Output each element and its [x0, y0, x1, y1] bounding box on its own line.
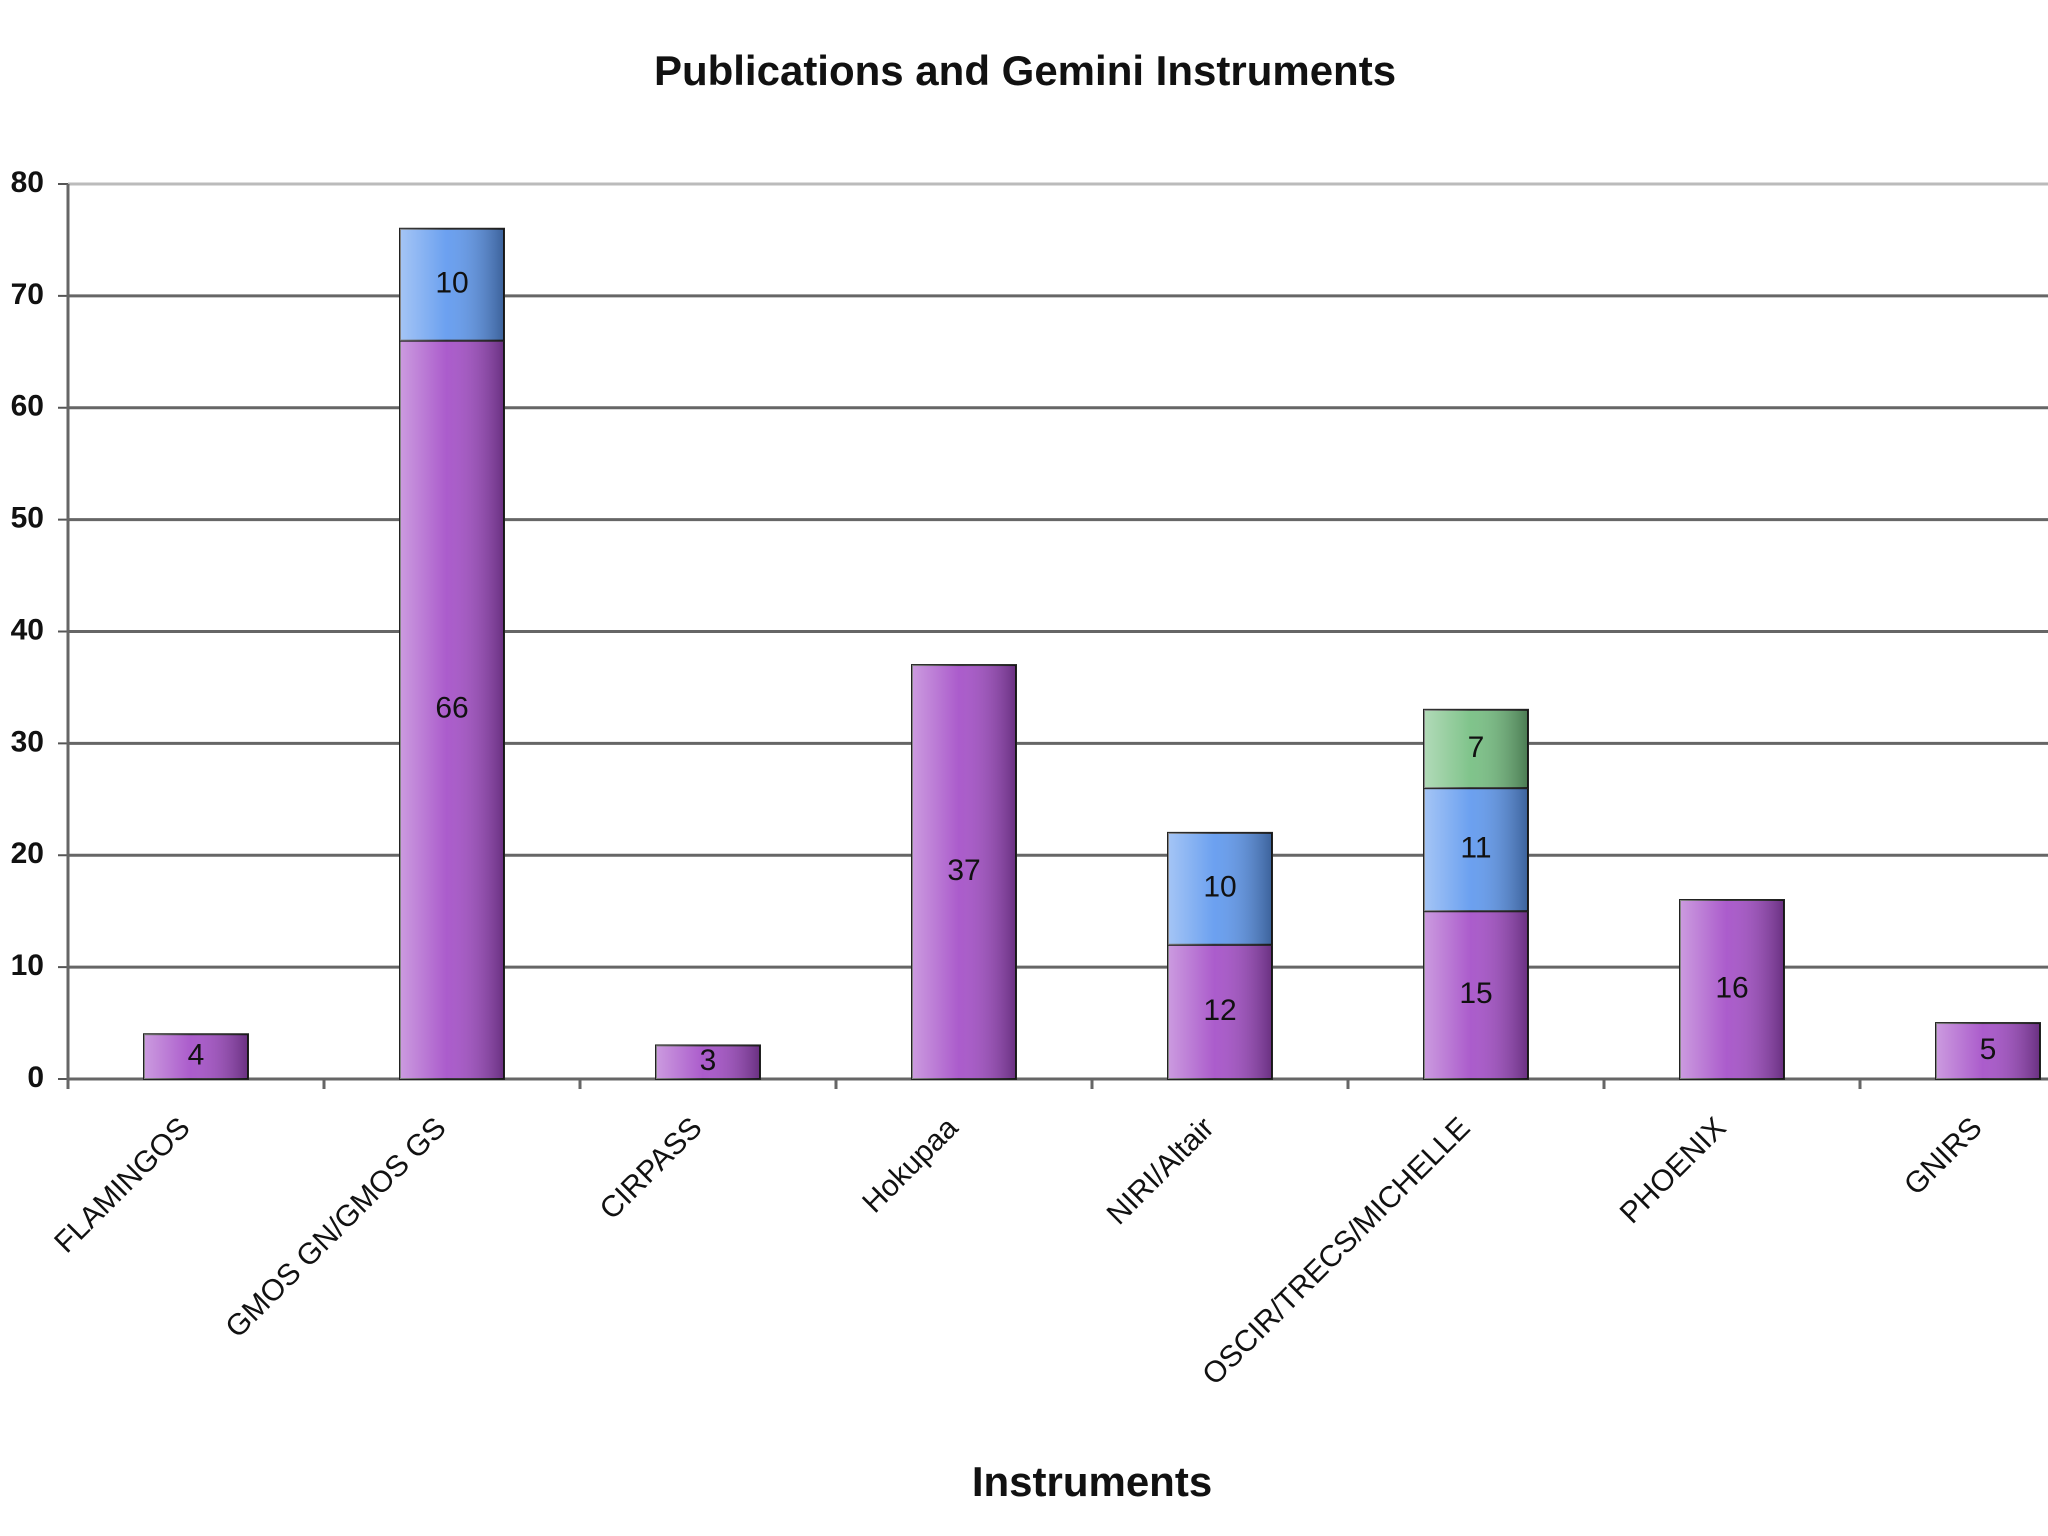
data-label: 3	[700, 1044, 717, 1077]
y-tick-label: 40	[11, 613, 44, 646]
x-tick-label: OSCIR/TRECS/MICHELLE	[1196, 1111, 1476, 1391]
x-tick-label: NIRI/Altair	[1101, 1111, 1221, 1231]
y-tick-label: 0	[27, 1061, 44, 1094]
data-label: 15	[1459, 977, 1492, 1010]
x-tick-label: GNIRS	[1898, 1111, 1989, 1202]
bar-shade	[400, 228, 504, 341]
x-tick-label: Hokupaa	[856, 1111, 964, 1219]
data-label: 12	[1203, 994, 1236, 1027]
data-label: 66	[435, 692, 468, 725]
y-tick-label: 30	[11, 725, 44, 758]
data-label: 5	[1980, 1033, 1997, 1066]
bar-shade	[1680, 900, 1784, 1079]
data-label: 11	[1460, 832, 1491, 865]
x-tick-label: GMOS GN/GMOS GS	[219, 1111, 452, 1344]
bar-shade	[144, 1034, 248, 1079]
x-tick-label: PHOENIX	[1614, 1111, 1733, 1230]
y-tick-label: 20	[11, 837, 44, 870]
bar-shade	[1936, 1023, 2040, 1079]
bar-shade	[912, 665, 1016, 1079]
data-label: 16	[1715, 971, 1748, 1004]
y-tick-label: 60	[11, 390, 44, 423]
y-tick-label: 80	[11, 166, 44, 199]
bar-shade	[1424, 709, 1528, 789]
y-tick-label: 10	[11, 949, 44, 982]
x-axis-title: Instruments	[972, 1458, 1212, 1505]
bar-shade	[656, 1045, 760, 1079]
data-label: 37	[947, 854, 980, 887]
bar-shade	[1424, 911, 1528, 1079]
y-tick-label: 50	[11, 502, 44, 535]
bar-shade	[1168, 832, 1272, 945]
data-label: 10	[435, 267, 468, 300]
x-tick-label: FLAMINGOS	[48, 1111, 196, 1259]
x-tick-label: CIRPASS	[594, 1111, 709, 1226]
bar-shade	[400, 340, 504, 1079]
data-label: 7	[1468, 731, 1485, 764]
chart-title: Publications and Gemini Instruments	[654, 47, 1396, 94]
bar-shade	[1424, 788, 1528, 912]
bar-shade	[1168, 944, 1272, 1079]
y-tick-label: 70	[11, 278, 44, 311]
data-label: 10	[1203, 871, 1236, 904]
data-label: 4	[188, 1039, 205, 1072]
